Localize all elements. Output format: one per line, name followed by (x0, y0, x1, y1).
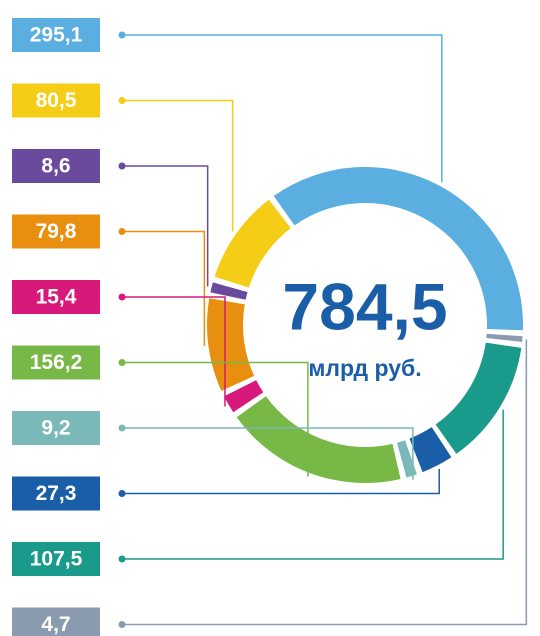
connector-dot (118, 31, 126, 39)
label-box (12, 18, 100, 52)
label-box (12, 280, 100, 314)
donut-segment (409, 427, 452, 473)
connector-dot (118, 97, 126, 104)
value-label: 156,2 (30, 351, 83, 374)
connector (122, 296, 226, 407)
value-label: 295,1 (30, 24, 83, 47)
donut-segment (236, 396, 401, 484)
connector-dot (118, 621, 126, 628)
connector (122, 427, 414, 480)
connector (122, 409, 504, 560)
connector-dot (118, 490, 126, 497)
connector (122, 34, 443, 183)
value-label: 80,5 (36, 89, 77, 112)
label-box (12, 83, 100, 118)
label-box (12, 214, 100, 249)
connector (122, 361, 309, 477)
value-label: 107,5 (30, 548, 83, 571)
connector (122, 99, 234, 232)
value-label: 8,6 (41, 155, 70, 178)
donut-segment (210, 282, 248, 300)
donut-segment (207, 298, 255, 391)
label-box (12, 542, 100, 576)
connector-dot (118, 293, 126, 301)
connector (122, 165, 209, 287)
center-unit: млрд руб. (308, 355, 421, 381)
label-box (12, 476, 100, 511)
connector-dot (118, 359, 126, 366)
value-label: 27,3 (36, 482, 77, 505)
value-label: 4,7 (41, 613, 70, 636)
connector-dot (118, 162, 126, 170)
label-box (12, 607, 100, 636)
connector (122, 469, 440, 495)
connector-dot (118, 228, 126, 235)
connector-dot (118, 555, 126, 563)
donut-segment (214, 199, 291, 288)
value-label: 79,8 (36, 220, 77, 243)
donut-segment (224, 380, 264, 413)
center-total: 784,5 (282, 269, 447, 343)
value-label: 9,2 (41, 417, 70, 440)
connector-dot (118, 424, 126, 432)
value-label: 15,4 (36, 286, 77, 309)
donut-segment (435, 342, 522, 454)
connector (122, 339, 528, 626)
label-box (12, 411, 100, 445)
donut-segment (486, 333, 523, 342)
donut-segment (397, 440, 417, 478)
donut-segment (273, 166, 524, 331)
label-box (12, 345, 100, 380)
connector (122, 230, 206, 347)
label-box (12, 149, 100, 183)
